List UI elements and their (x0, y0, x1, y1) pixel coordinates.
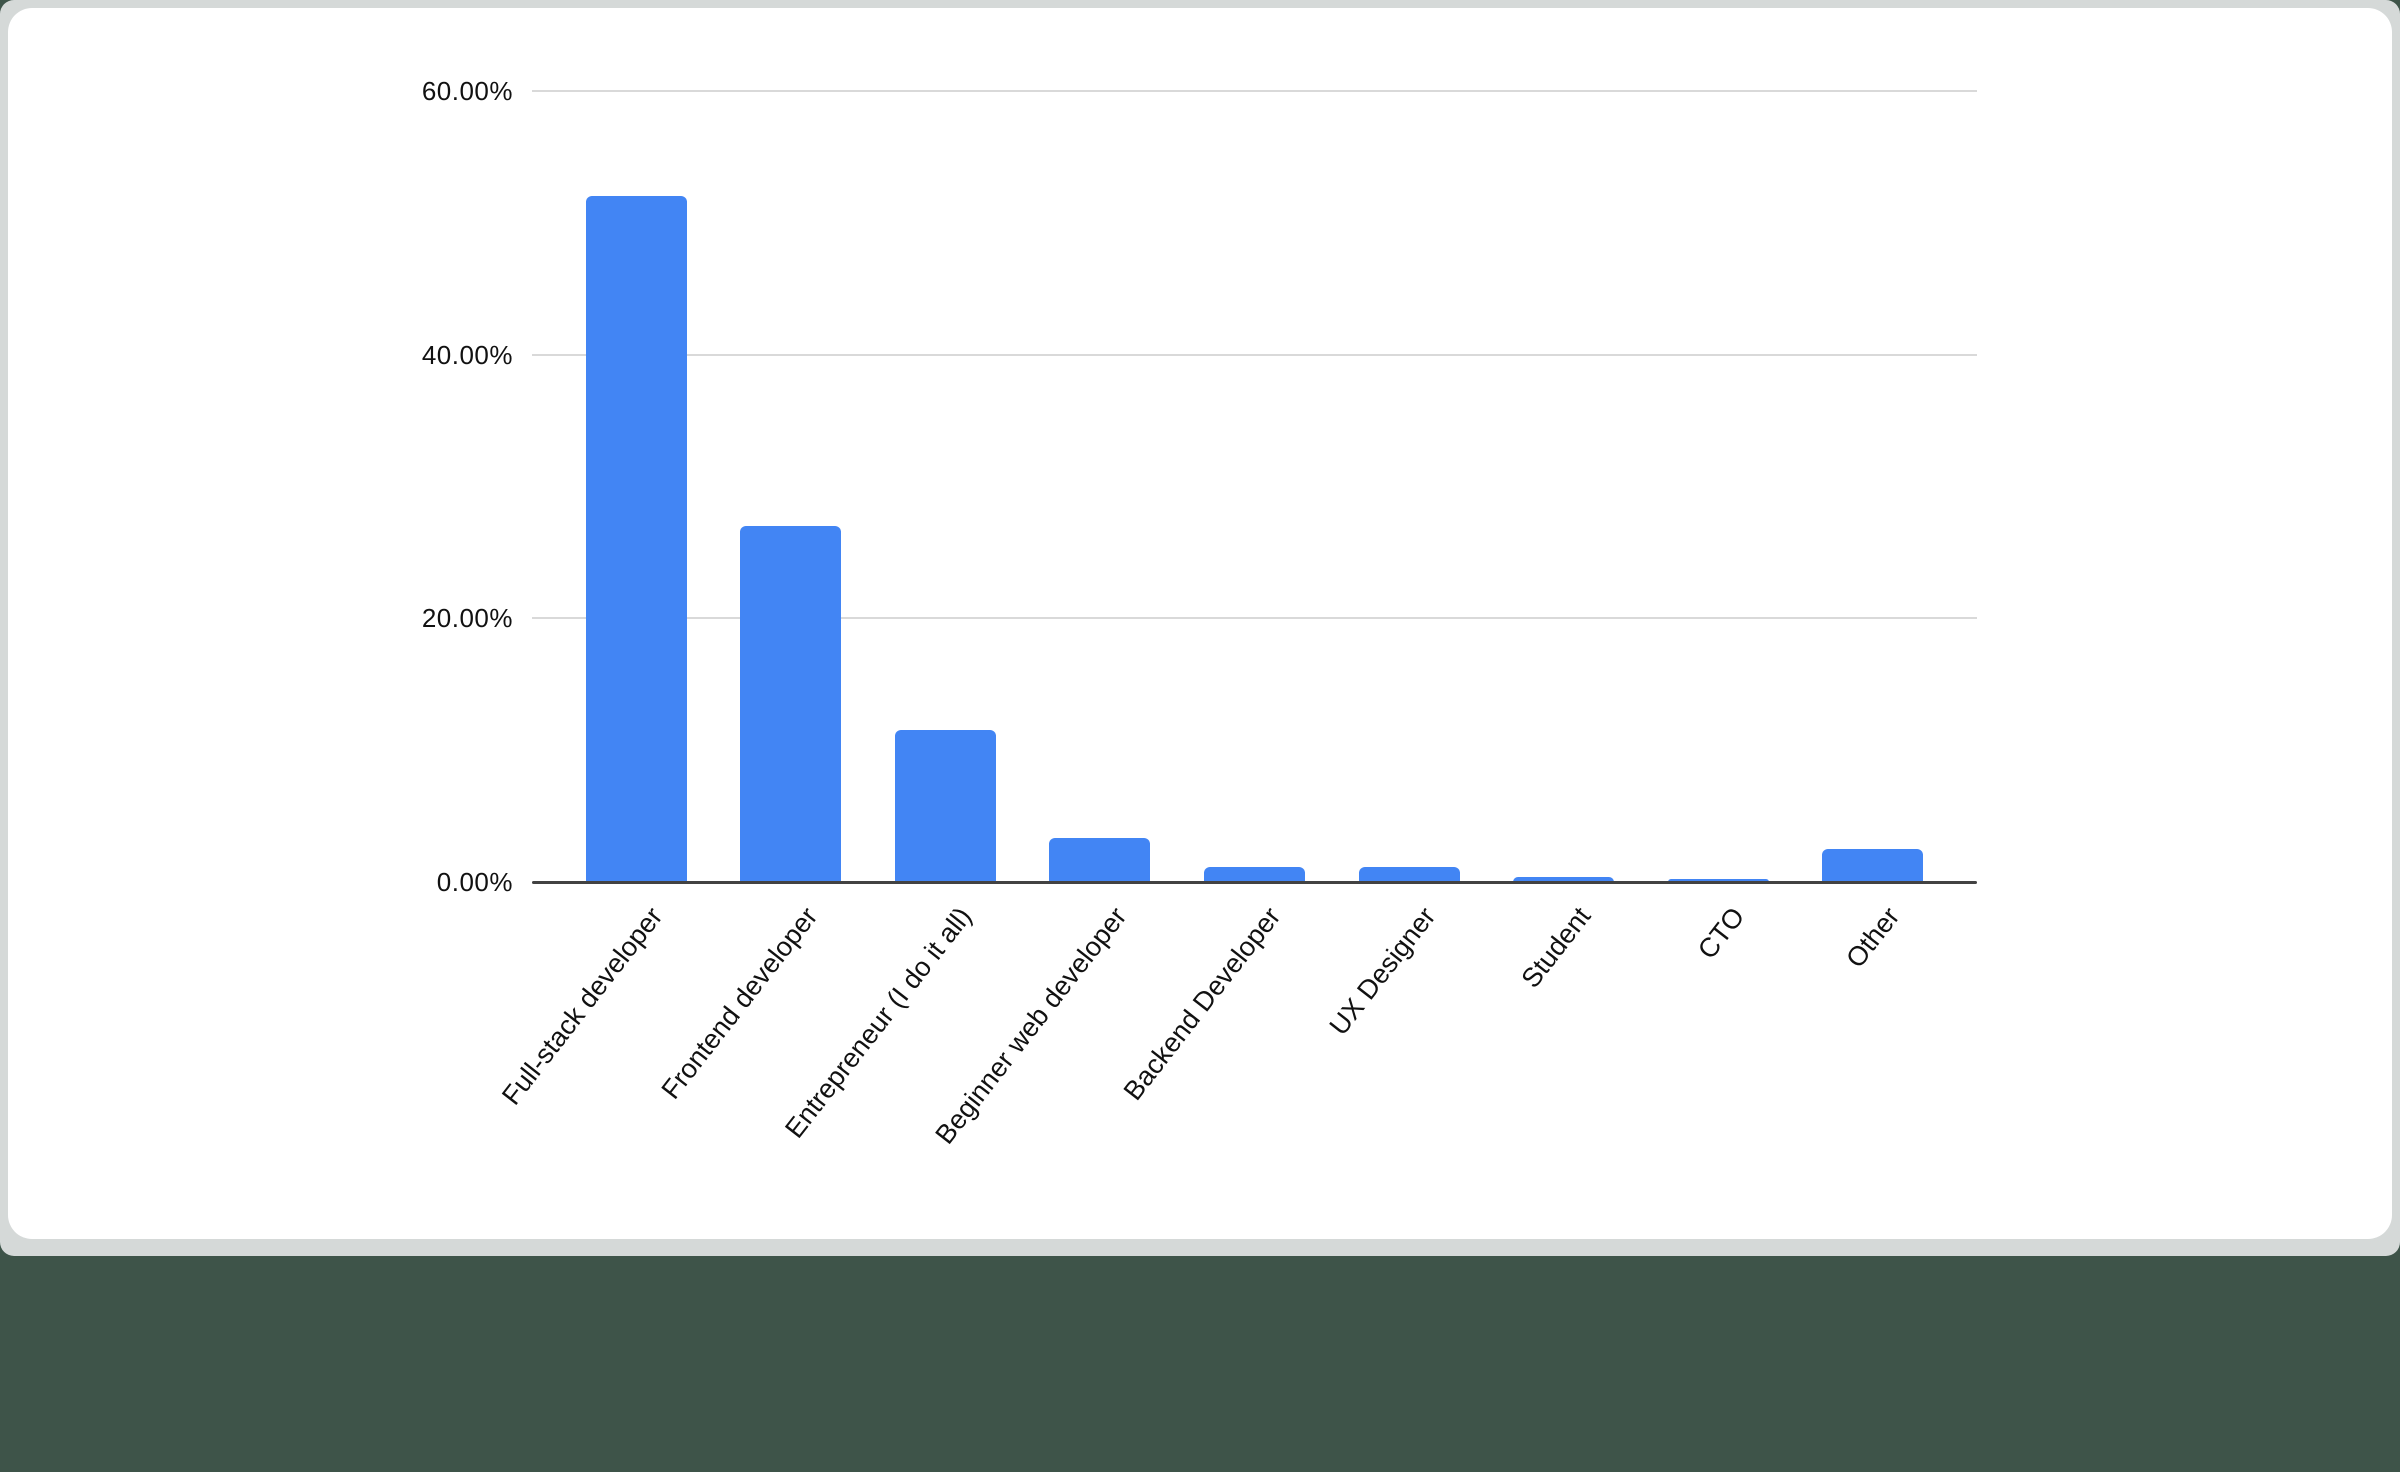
chart-card: 0.00% 20.00% 40.00% 60.00% Full-stack develo… (8, 8, 2392, 1239)
bar[interactable] (1203, 867, 1305, 882)
gridline (532, 617, 1977, 620)
bar[interactable] (1822, 849, 1924, 882)
gridline (532, 353, 1977, 356)
bar[interactable] (1358, 867, 1460, 882)
x-axis-line (532, 881, 1977, 884)
bar[interactable] (1667, 878, 1769, 882)
bar[interactable] (1049, 838, 1151, 882)
bar[interactable] (894, 730, 996, 882)
bar[interactable] (585, 196, 687, 882)
plot-area: 0.00% 20.00% 40.00% 60.00% Full-stack develo… (8, 8, 2392, 1239)
y-axis-tick-label: 0.00% (436, 867, 513, 897)
bar[interactable] (1513, 876, 1615, 882)
gridline (532, 90, 1977, 92)
y-axis-tick-label: 60.00% (421, 76, 513, 106)
y-axis-tick-label: 20.00% (421, 603, 513, 634)
bar[interactable] (740, 526, 842, 882)
chart-outer-panel: 0.00% 20.00% 40.00% 60.00% Full-stack develo… (0, 0, 2400, 1256)
page-background: { "chart_data": { "type": "bar", "title"… (0, 0, 2400, 1256)
y-axis-tick-label: 40.00% (421, 339, 513, 370)
